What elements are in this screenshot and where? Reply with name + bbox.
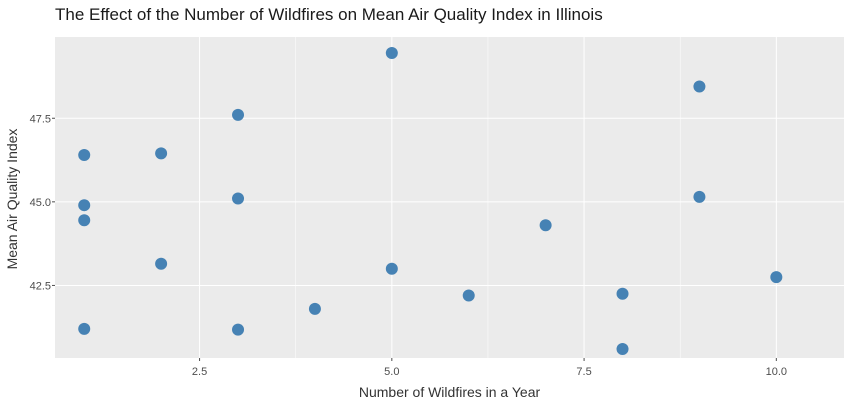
data-point (155, 147, 168, 160)
grid-lines (55, 37, 844, 358)
data-point (78, 199, 91, 212)
x-tick-label: 10.0 (766, 366, 787, 378)
data-point (78, 322, 91, 335)
data-point (232, 108, 245, 121)
x-axis-title: Number of Wildfires in a Year (359, 384, 541, 400)
data-point (78, 214, 91, 227)
data-point (385, 262, 398, 275)
data-point (539, 219, 552, 232)
x-axis-ticks: 2.5 5.0 7.5 10.0 (192, 358, 787, 378)
y-axis-ticks: 42.5 45.0 47.5 (30, 113, 55, 292)
data-point (385, 47, 398, 60)
x-tick-label: 5.0 (384, 366, 399, 378)
data-point (462, 289, 475, 302)
y-axis-title: Mean Air Quality Index (4, 129, 20, 270)
data-point (308, 302, 321, 315)
y-tick-label: 45.0 (30, 197, 51, 209)
data-point (616, 342, 629, 355)
x-tick-label: 2.5 (192, 366, 207, 378)
data-point (155, 257, 168, 270)
data-point (232, 192, 245, 205)
y-tick-label: 47.5 (30, 113, 51, 125)
data-point (616, 287, 629, 300)
data-point (232, 323, 245, 336)
data-points (78, 47, 783, 355)
data-point (78, 149, 91, 162)
data-point (770, 271, 783, 284)
chart-title: The Effect of the Number of Wildfires on… (55, 5, 603, 24)
x-tick-label: 7.5 (576, 366, 591, 378)
data-point (693, 80, 706, 93)
data-point (693, 190, 706, 203)
plot-panel (55, 37, 844, 358)
y-tick-label: 42.5 (30, 280, 51, 292)
